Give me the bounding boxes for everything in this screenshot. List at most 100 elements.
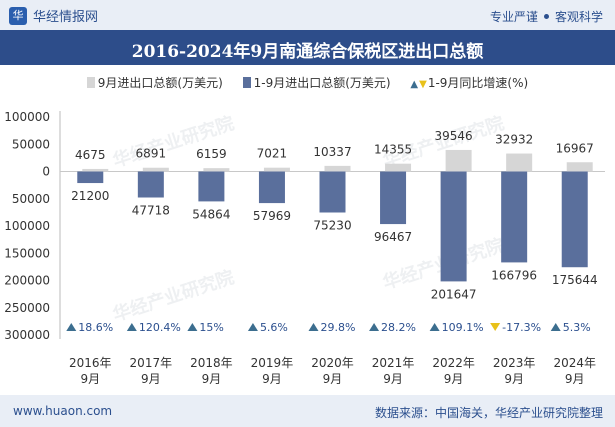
data-label-growth: 29.8% [321,321,356,334]
legend-swatch-month [86,77,95,88]
x-tick-label: 2022年 [432,356,475,370]
x-tick-label: 9月 [80,372,100,386]
data-label-cumulative: 75230 [313,219,351,233]
bar-cumulative [319,171,346,213]
data-label-monthly: 14355 [374,143,412,157]
y-tick-label: 50000 [12,192,50,206]
growth-up-icon [187,323,198,331]
bar-monthly [142,167,169,172]
bar-cumulative [440,171,467,282]
footer-website[interactable]: www.huaon.com [13,404,113,418]
data-label-cumulative: 201647 [431,287,477,301]
data-label-growth: 28.2% [381,321,416,334]
bar-monthly [506,153,533,172]
data-label-growth: 120.4% [139,321,181,334]
data-label-monthly: 10337 [313,145,351,159]
data-label-cumulative: 96467 [374,230,412,244]
x-tick-label: 9月 [383,372,403,386]
x-tick-label: 2023年 [493,356,536,370]
bar-cumulative [561,171,588,268]
x-tick-label: 9月 [323,372,343,386]
y-tick-label: 0 [42,165,50,179]
bar-monthly [324,165,351,172]
growth-down-icon [490,323,501,331]
legend-label-growth: 1-9月同比增速(%) [427,76,529,90]
x-tick-label: 2019年 [251,356,294,370]
bar-cumulative [137,171,164,198]
data-label-cumulative: 175644 [552,273,598,287]
y-tick-label: 300000 [4,328,50,342]
data-label-monthly: 16967 [556,141,594,155]
legend-item-growth: ▲▼1-9月同比增速(%) [410,74,528,91]
bar-monthly [203,168,230,172]
y-tick-label: 100000 [4,110,50,124]
growth-up-icon [429,323,440,331]
title-bar [0,30,615,65]
bar-monthly [385,163,412,172]
data-label-monthly: 6891 [136,147,167,161]
data-label-growth: 109.1% [442,321,484,334]
growth-up-icon [550,323,561,331]
chart-title: 2016-2024年9月南通综合保税区进出口总额 [131,42,484,62]
data-label-monthly: 32932 [495,133,533,147]
x-tick-label: 2021年 [372,356,415,370]
logo-text: 华经情报网 [33,10,99,25]
data-label-growth: 18.6% [78,321,113,334]
bar-cumulative [258,171,285,204]
growth-up-icon [126,323,137,331]
y-tick-label: 50000 [12,137,50,151]
y-tick-label: 200000 [4,274,50,288]
slogan-dot-icon [543,14,549,19]
data-label-growth: 5.6% [260,321,288,334]
slogan-right: 客观科学 [554,10,603,24]
legend-label-month: 9月进出口总额(万美元) [97,76,223,90]
x-tick-label: 9月 [262,372,282,386]
growth-up-icon [247,323,258,331]
bar-monthly [82,168,109,172]
chart-legend: 9月进出口总额(万美元) 1-9月进出口总额(万美元) ▲▼1-9月同比增速(%… [0,74,615,91]
growth-up-icon [66,323,77,331]
data-label-monthly: 39546 [435,129,473,143]
x-tick-label: 9月 [202,372,222,386]
x-tick-label: 9月 [504,372,524,386]
x-tick-label: 9月 [565,372,585,386]
growth-up-icon [308,323,319,331]
legend-swatch-cumulative [242,77,251,88]
bar-monthly [566,162,593,172]
data-label-growth: 15% [199,321,223,334]
bar-cumulative [501,171,528,263]
legend-label-cumulative: 1-9月进出口总额(万美元) [253,76,391,90]
footer-source: 数据来源：中国海关，华经产业研究院整理 [374,406,603,420]
y-tick-label: 250000 [4,301,50,315]
bar-cumulative [77,171,104,184]
x-tick-label: 2024年 [553,356,596,370]
data-label-cumulative: 54864 [192,207,230,221]
bar-cumulative [198,171,225,202]
x-tick-label: 9月 [141,372,161,386]
data-label-monthly: 6159 [196,147,227,161]
bar-monthly [263,167,290,172]
logo-icon: 华 [9,6,27,25]
data-label-cumulative: 21200 [71,189,109,203]
data-label-cumulative: 166796 [491,268,537,282]
legend-item-cumulative: 1-9月进出口总额(万美元) [242,74,391,91]
slogan: 专业严谨 客观科学 [490,8,603,25]
legend-item-month: 9月进出口总额(万美元) [86,74,223,91]
header-bar [0,0,615,30]
x-tick-label: 9月 [444,372,464,386]
footer-bar [0,395,615,427]
y-tick-label: 100000 [4,219,50,233]
data-label-growth: -17.3% [502,321,541,334]
growth-up-icon [369,323,380,331]
x-tick-label: 2016年 [69,356,112,370]
data-label-monthly: 4675 [75,148,106,162]
data-label-monthly: 7021 [257,147,288,161]
data-label-growth: 5.3% [563,321,591,334]
x-tick-label: 2018年 [190,356,233,370]
bar-cumulative [380,171,407,225]
triangle-down-icon: ▼ [419,79,427,90]
data-label-cumulative: 57969 [253,209,291,223]
x-tick-label: 2017年 [130,356,173,370]
y-tick-label: 150000 [4,246,50,260]
